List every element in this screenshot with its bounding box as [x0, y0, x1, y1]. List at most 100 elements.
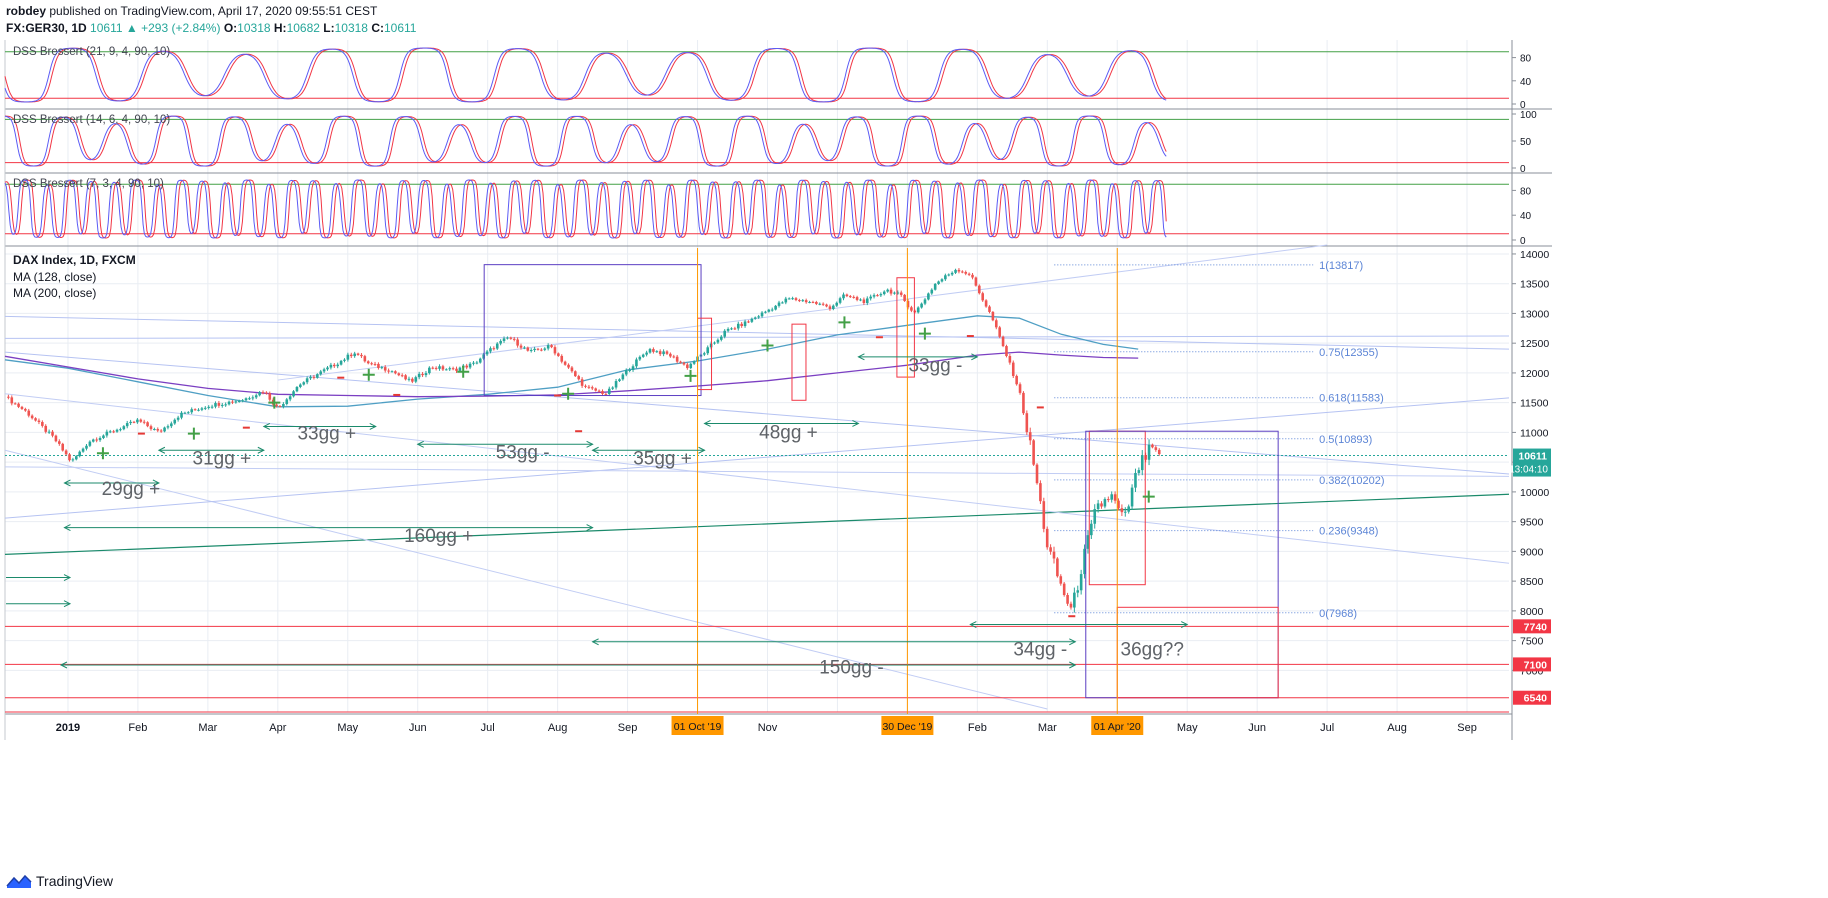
change-value: ▲ +293 (+2.84%): [125, 21, 221, 35]
tradingview-brand[interactable]: TradingView: [36, 873, 114, 889]
candle-body: [706, 347, 710, 354]
candle-body: [716, 339, 720, 343]
candle-body: [451, 368, 455, 370]
candle-body: [1005, 346, 1008, 357]
candle-body: [292, 391, 295, 397]
trendline: [4, 449, 1048, 710]
candle-body: [597, 390, 601, 392]
candle-body: [750, 318, 754, 322]
candle-body: [112, 431, 115, 433]
tradingview-logo-icon[interactable]: [6, 873, 32, 889]
range-label: 33gg -: [908, 356, 962, 377]
candle-body: [1083, 548, 1086, 575]
last-price-badge: 10611 13:04:10: [1509, 448, 1551, 477]
open-value: 10318: [237, 21, 271, 35]
dss-signal-line: [4, 47, 1167, 103]
candle-body: [838, 298, 842, 303]
range-annotation: 160gg +: [63, 524, 594, 547]
dss-main-line: [4, 179, 1167, 239]
dss-tick-label: 80: [1520, 54, 1532, 65]
candle-body: [747, 321, 750, 323]
dss-title: DSS Bressert (14, 6, 4, 90, 10): [13, 114, 170, 126]
fib-level-label: 0.618(11583): [1319, 393, 1384, 405]
candle-body: [686, 364, 689, 369]
candle-body: [950, 272, 954, 275]
range-arrow-right: [698, 446, 706, 454]
candle-body: [339, 360, 343, 365]
range-label: 29gg +: [102, 479, 161, 500]
plus-marker: [684, 369, 697, 382]
candle-body: [278, 406, 282, 408]
candle-body: [156, 429, 160, 431]
range-annotation: 48gg +: [703, 420, 860, 443]
candle-body: [231, 401, 234, 403]
price-tick-label: 8000: [1520, 606, 1544, 618]
dss-pane-1: DSS Bressert (21, 9, 4, 90, 10) 80 40 0: [4, 46, 1532, 111]
candle-body: [17, 403, 20, 407]
candle-body: [726, 328, 730, 331]
candle-body: [414, 377, 418, 382]
candle-body: [234, 401, 238, 403]
candle-body: [404, 375, 407, 380]
candle-body: [1127, 506, 1130, 512]
candle-body: [105, 431, 109, 436]
candle-body: [815, 301, 818, 304]
candle-body: [587, 386, 591, 388]
fib-level-label: 1(13817): [1319, 260, 1363, 272]
candle-body: [635, 359, 638, 367]
candle-body: [187, 412, 190, 414]
range-arrow-left: [969, 621, 977, 629]
candle-body: [366, 361, 370, 364]
plus-marker: [1142, 490, 1155, 503]
candle-body: [485, 351, 489, 355]
candle-body: [27, 410, 31, 416]
candle-body: [988, 306, 991, 312]
candle-body: [546, 345, 550, 349]
candle-body: [445, 369, 448, 371]
candle-body: [1151, 444, 1154, 448]
symbol-line: FX:GER30, 1D 10611 ▲ +293 (+2.84%) O:103…: [6, 21, 416, 35]
candle-body: [652, 349, 655, 352]
time-tick-label: Mar: [1038, 722, 1057, 734]
candle-body: [237, 401, 241, 403]
candle-body: [967, 273, 971, 275]
candle-body: [821, 303, 825, 305]
range-arrow-left: [157, 446, 166, 454]
trendline: [277, 244, 1328, 381]
author-name[interactable]: robdey: [6, 4, 47, 18]
price-badge: 6540: [1513, 690, 1551, 705]
candle-body: [523, 347, 526, 349]
range-label: 31gg +: [193, 449, 252, 470]
candle-body: [845, 294, 849, 297]
candle-body: [682, 362, 686, 365]
annotation-box: [483, 264, 702, 397]
candle-body: [139, 419, 143, 422]
candle-body: [862, 299, 866, 304]
candle-body: [142, 421, 146, 423]
trendline: [4, 493, 1510, 555]
candle-body: [265, 392, 268, 394]
candle-body: [227, 401, 231, 405]
candle-body: [832, 305, 835, 309]
price-tick-label: 12500: [1520, 338, 1549, 350]
price-badge-bg: [1513, 690, 1551, 705]
candle-body: [54, 435, 58, 442]
candle-body: [1090, 523, 1093, 536]
chart-header: robdey published on TradingView.com, Apr…: [0, 0, 1828, 38]
candle-body: [373, 363, 377, 365]
candle-body: [889, 289, 893, 294]
legend-entry: MA (128, close): [13, 270, 96, 284]
dss-tick-label: 0: [1520, 100, 1526, 111]
candle-body: [1039, 483, 1042, 502]
candle-body: [224, 404, 227, 406]
range-arrow-right: [1180, 621, 1189, 629]
candle-body: [543, 348, 547, 350]
candle-body: [774, 305, 777, 310]
candle-body: [438, 366, 441, 369]
candle-body: [64, 450, 68, 455]
candle-body: [1157, 449, 1161, 455]
candle-body: [173, 419, 177, 424]
candle-body: [584, 385, 587, 387]
candle-body: [1022, 392, 1025, 414]
